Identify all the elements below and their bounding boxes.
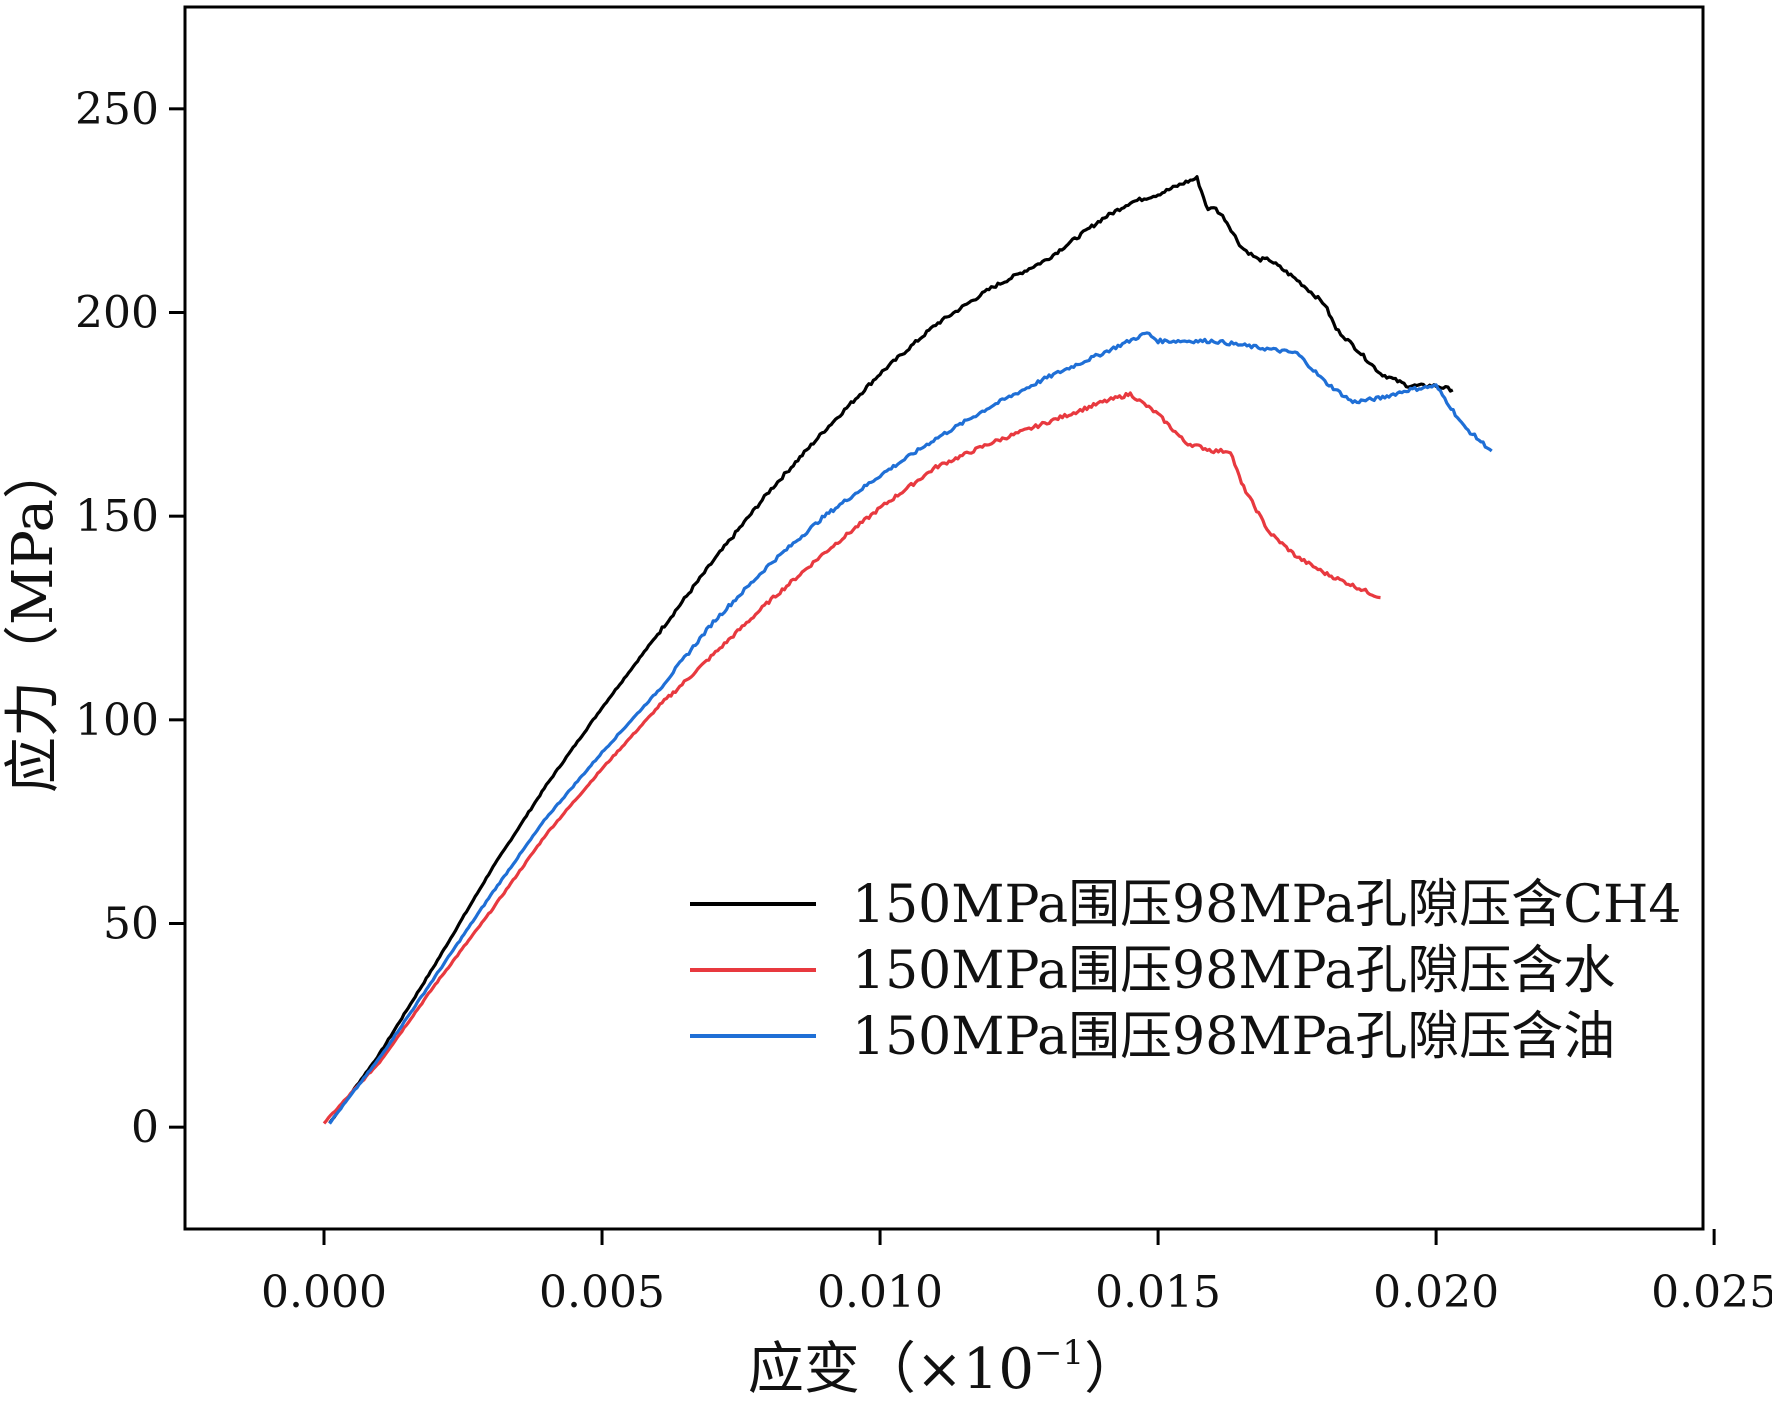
x-axis: 0.000 0.005 0.010 0.015 0.020 0.025 <box>261 1229 1772 1318</box>
plot-frame <box>183 5 1705 1231</box>
legend-label-2: 150MPa围压98MPa孔隙压含水 <box>852 941 1615 1001</box>
y-tick-label: 100 <box>75 695 159 746</box>
x-tick-label: 0.005 <box>539 1267 665 1318</box>
y-tick-label: 150 <box>75 491 159 542</box>
plot-lines <box>322 175 1493 1125</box>
legend-label-1: 150MPa围压98MPa孔隙压含CH4 <box>852 875 1681 935</box>
x-tick-label: 0.010 <box>817 1267 943 1318</box>
x-axis-title: 应变（×10−1） <box>748 1333 1140 1402</box>
y-tick-label: 250 <box>75 84 159 135</box>
y-tick-label: 200 <box>75 288 159 339</box>
legend-label-3: 150MPa围压98MPa孔隙压含油 <box>852 1007 1615 1067</box>
y-tick-label: 0 <box>131 1102 159 1153</box>
y-tick-label: 50 <box>103 899 159 950</box>
series-line-3 <box>328 331 1493 1125</box>
x-tick-label: 0.020 <box>1373 1267 1499 1318</box>
x-tick-label: 0.000 <box>261 1267 387 1318</box>
x-tick-label: 0.025 <box>1651 1267 1772 1318</box>
x-tick-label: 0.015 <box>1095 1267 1221 1318</box>
series-line-2 <box>322 391 1381 1125</box>
legend: 150MPa围压98MPa孔隙压含CH4150MPa围压98MPa孔隙压含水15… <box>690 875 1681 1067</box>
y-axis: 0 50 100 150 200 250 <box>75 84 185 1153</box>
series-line-1 <box>328 175 1454 1125</box>
y-axis-title: 应力（MPa） <box>1 443 66 793</box>
